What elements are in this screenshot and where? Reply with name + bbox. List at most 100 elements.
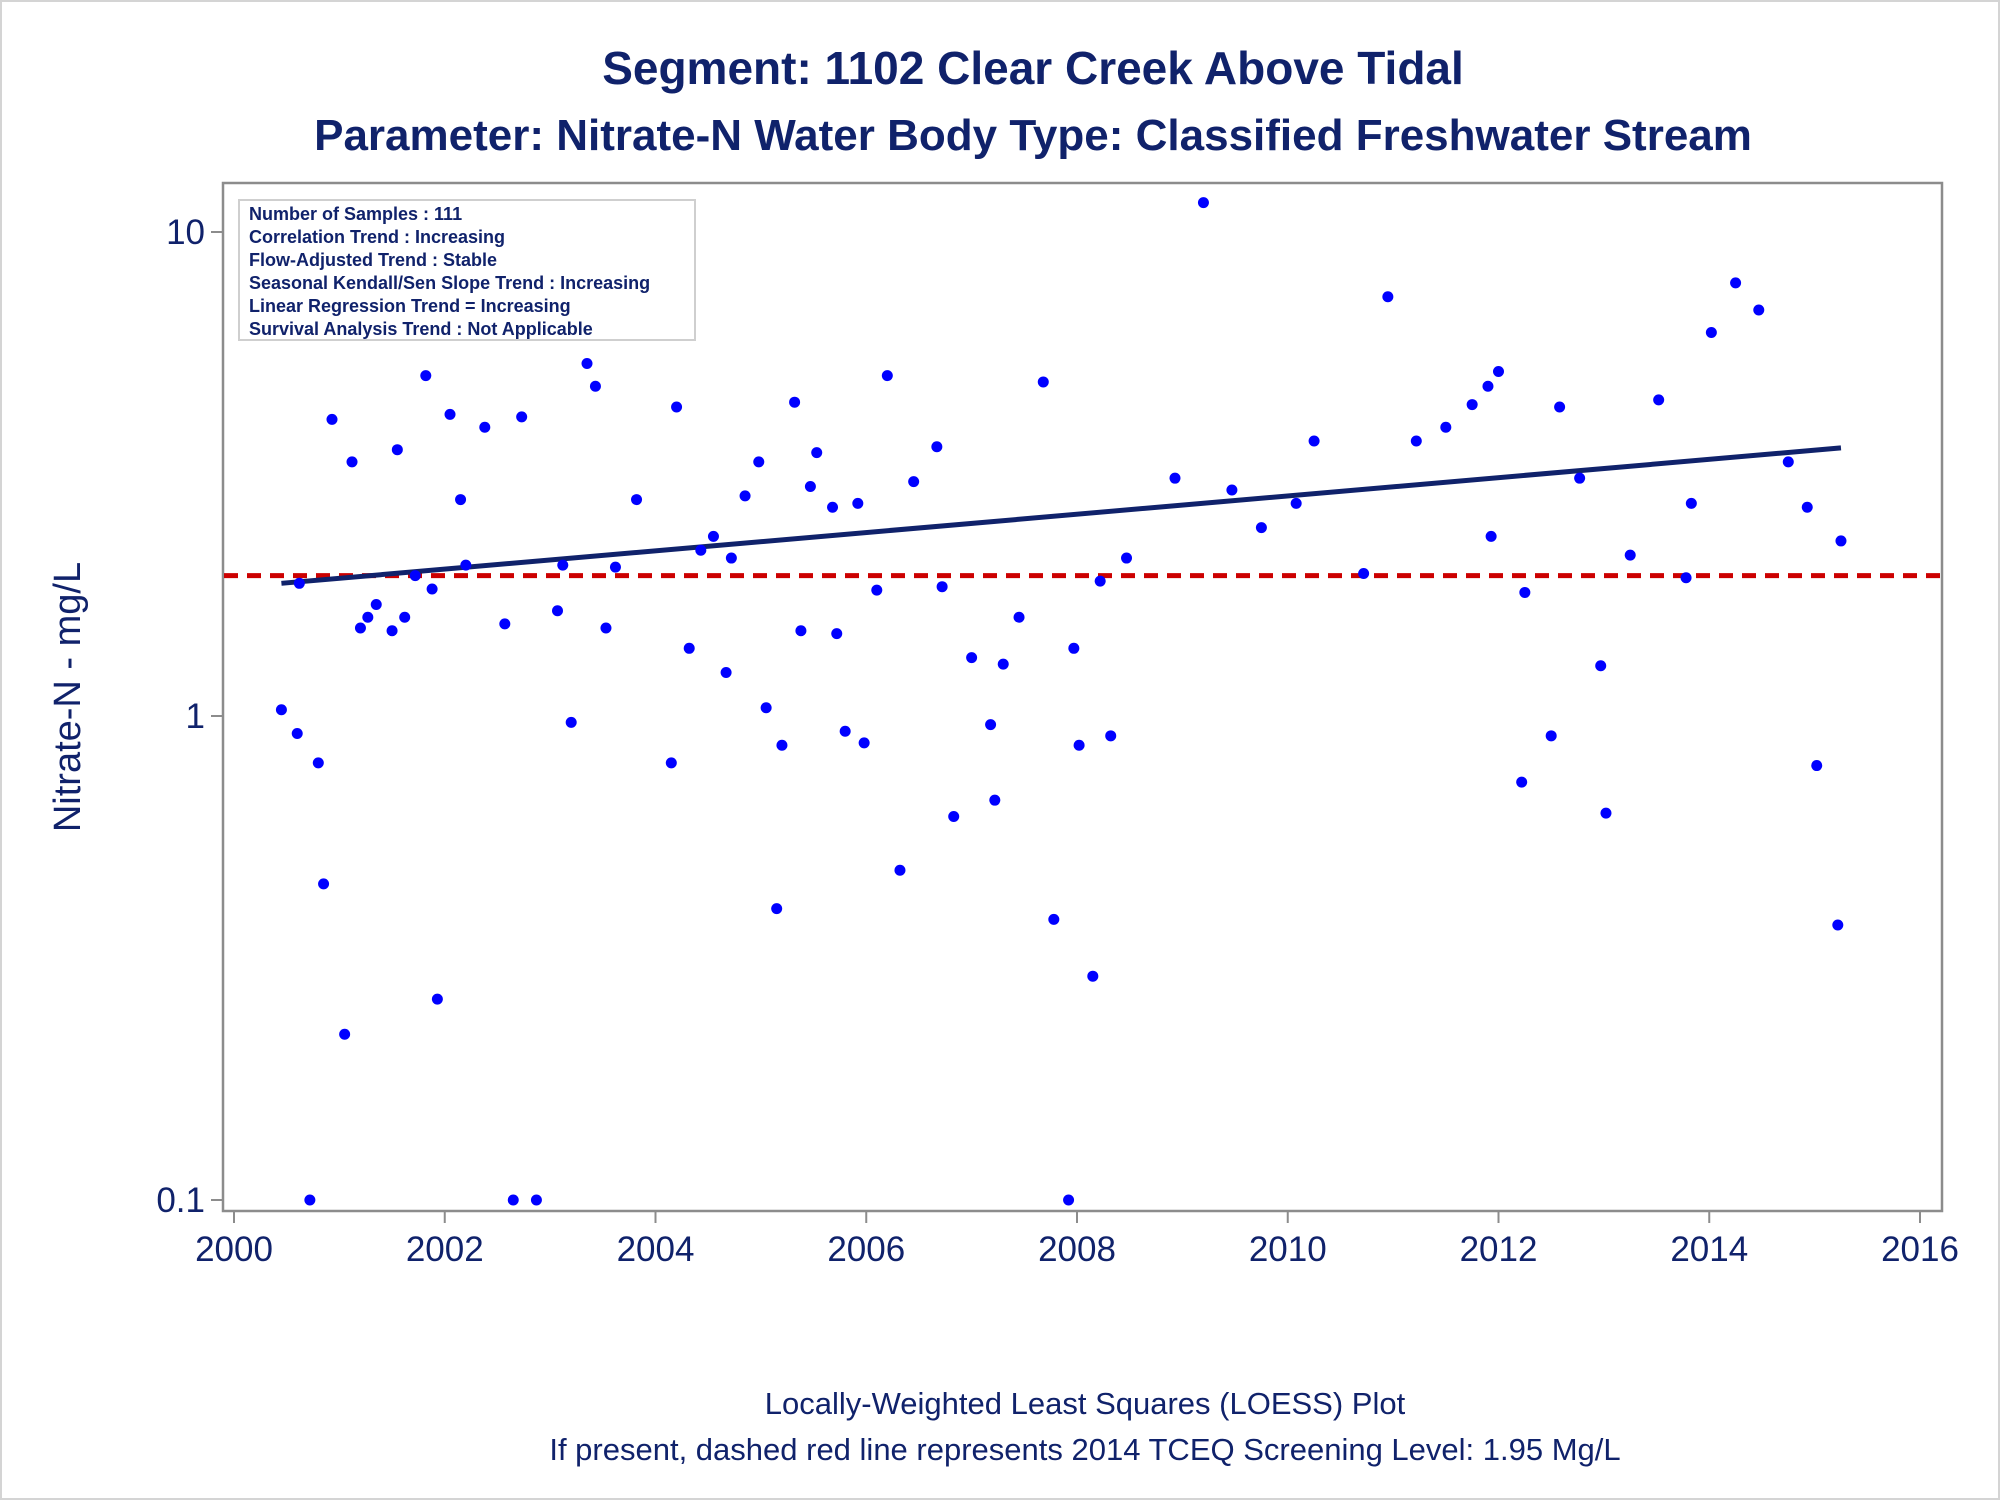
data-point [1482,380,1494,392]
data-point [1013,611,1025,623]
data-point [776,739,788,751]
data-point [1554,401,1566,413]
data-point [293,577,305,589]
data-point [1653,394,1665,406]
x-tick-label: 2002 [406,1230,484,1269]
data-point [839,725,851,737]
data-point [1680,572,1692,584]
data-point [304,1194,316,1206]
data-point [1595,660,1607,672]
data-point [1835,535,1847,547]
data-point [420,370,432,382]
data-point [339,1028,351,1040]
data-point [479,421,491,433]
x-tick-label: 2012 [1460,1230,1538,1269]
data-point [1600,807,1612,819]
data-point [1753,304,1765,316]
data-point [894,864,906,876]
data-point [1308,435,1320,447]
x-tick-label: 2000 [195,1230,273,1269]
data-point [557,559,569,571]
data-point [1519,586,1531,598]
stats-box-frame [238,199,696,341]
data-point [362,611,374,623]
data-point [852,497,864,509]
chart-subtitle: Parameter: Nitrate-N Water Body Type: Cl… [314,111,1752,160]
data-point [499,618,511,630]
data-point [1545,730,1557,742]
data-point [871,584,883,596]
data-point [370,598,382,610]
data-point [1410,435,1422,447]
data-point [1073,739,1085,751]
x-tick-label: 2008 [1038,1230,1116,1269]
data-point [275,704,287,716]
stats-box: Number of Samples : 111 Correlation Tren… [238,199,696,341]
data-point [695,544,707,556]
data-point [683,642,695,654]
data-point [739,490,751,502]
y-tick-label: 10 [166,213,205,252]
x-tick-label: 2010 [1249,1230,1327,1269]
data-point [1466,399,1478,411]
stat-survival-analysis-trend: Survival Analysis Trend : Not Applicable [249,319,593,339]
data-point [565,716,577,728]
data-point [1255,522,1267,534]
data-point [1169,472,1181,484]
data-point [460,559,472,571]
stat-sample-count: Number of Samples : 111 [249,204,462,224]
plot-area [221,181,1944,1213]
data-point [707,530,719,542]
data-point [1048,913,1060,925]
data-point [409,570,421,582]
data-point [312,757,324,769]
data-point [455,494,467,506]
data-point [1485,530,1497,542]
data-point [665,757,677,769]
data-point [589,380,601,392]
data-point [346,456,358,468]
data-point [1063,1194,1075,1206]
data-point [753,456,765,468]
data-point [881,370,893,382]
data-point [1358,567,1370,579]
data-point [720,666,732,678]
trend-line [281,445,1842,586]
data-point [858,737,870,749]
data-point [1705,326,1717,338]
data-point [936,581,948,593]
chart-title: Segment: 1102 Clear Creek Above Tidal [602,42,1464,94]
data-point [1493,365,1504,377]
data-point [771,903,783,915]
data-point [1037,376,1049,388]
x-tick-label: 2016 [1881,1230,1959,1269]
data-point [516,411,528,423]
data-point [831,628,843,640]
data-point [507,1194,519,1206]
data-point [985,719,997,731]
chart-marks: 2000 2002 2004 2006 2008 2010 2012 2014 2016 0.1 1… [156,197,1959,1269]
data-point [804,480,816,492]
data-point [399,611,411,623]
data-point [1440,421,1452,433]
footnote-loess: Locally-Weighted Least Squares (LOESS) P… [765,1386,1406,1421]
data-point [789,396,801,408]
data-point [1094,575,1106,587]
data-point [725,552,737,564]
data-point [318,878,330,890]
data-point [827,501,839,513]
stat-flow-adjusted-trend: Flow-Adjusted Trend : Stable [249,250,497,270]
y-tick-label: 0.1 [156,1181,205,1220]
data-point [1226,484,1238,496]
data-point [1197,197,1209,209]
stat-correlation-trend: Correlation Trend : Increasing [249,227,505,247]
data-point [581,357,593,369]
x-tick-label: 2004 [617,1230,695,1269]
x-tick-label: 2006 [827,1230,905,1269]
data-point [1068,642,1080,654]
data-point [931,441,943,453]
data-point [1685,497,1697,509]
stat-linear-regression-trend: Linear Regression Trend = Increasing [249,296,571,316]
data-point [444,408,456,420]
